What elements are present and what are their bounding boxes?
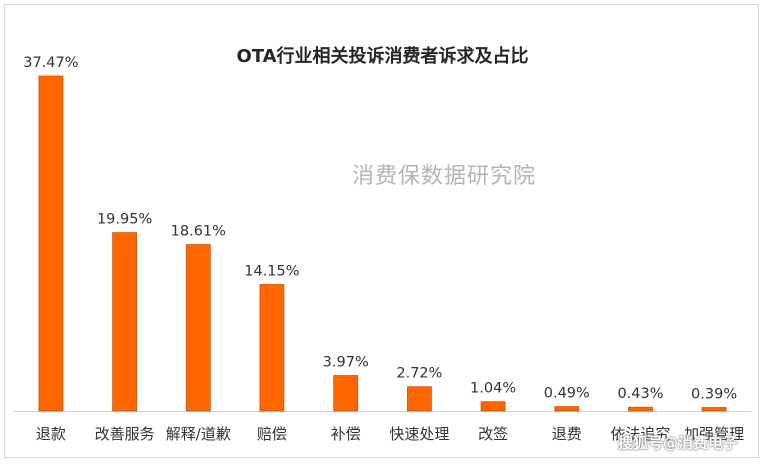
- bar-3: [259, 284, 285, 412]
- category-label-8: 依法追究: [610, 425, 670, 443]
- value-label-9: 0.39%: [691, 387, 737, 403]
- bar-6: [480, 401, 506, 412]
- bar-7: [554, 406, 580, 412]
- category-label-3: 赔偿: [257, 425, 287, 443]
- bar-8: [628, 406, 653, 412]
- value-label-0: 37.47%: [23, 55, 78, 71]
- category-label-6: 改签: [478, 425, 508, 443]
- category-label-5: 快速处理: [389, 425, 449, 443]
- value-label-5: 2.72%: [396, 366, 442, 382]
- value-label-6: 1.04%: [470, 381, 516, 397]
- value-label-7: 0.49%: [544, 386, 590, 402]
- watermark-text: 消费保数据研究院: [352, 164, 537, 189]
- bar-4: [333, 375, 359, 412]
- category-label-7: 退费: [552, 425, 582, 443]
- bar-1: [112, 232, 137, 412]
- bar-9: [701, 407, 727, 412]
- category-label-4: 补偿: [331, 425, 361, 443]
- category-label-0: 退款: [36, 425, 66, 443]
- value-label-4: 3.97%: [323, 355, 369, 371]
- bar-5: [406, 386, 432, 412]
- value-label-1: 19.95%: [97, 212, 152, 228]
- value-label-2: 18.61%: [171, 224, 226, 240]
- value-label-3: 14.15%: [244, 264, 299, 280]
- footer-watermark: 搜狐号@消费电子: [618, 434, 739, 452]
- category-label-9: 加强管理: [684, 425, 744, 443]
- value-label-8: 0.43%: [617, 386, 663, 402]
- bar-0: [38, 75, 64, 412]
- bar-2: [185, 244, 211, 412]
- chart-title: OTA行业相关投诉消费者诉求及占比: [236, 46, 529, 67]
- category-label-1: 改善服务: [95, 425, 155, 443]
- category-label-2: 解释/道歉: [166, 425, 231, 443]
